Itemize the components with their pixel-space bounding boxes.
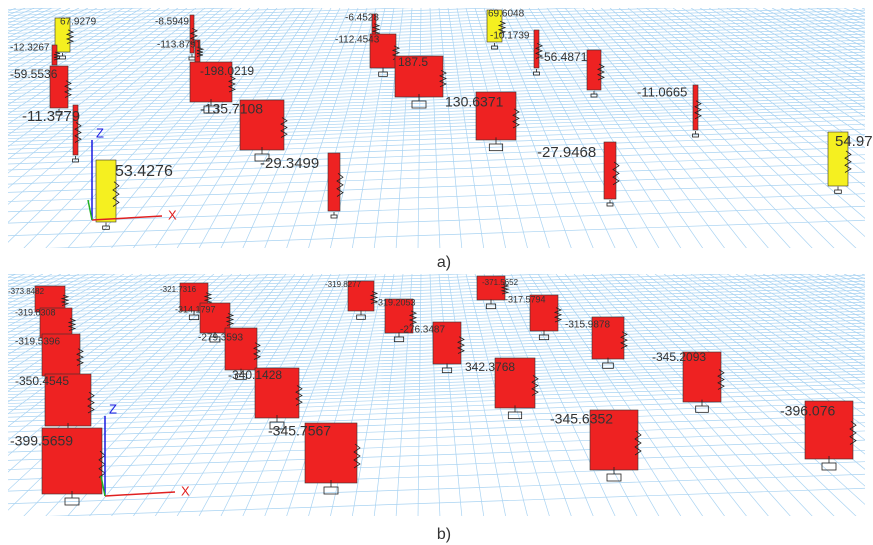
grid-line — [853, 274, 873, 518]
reaction-label: -319.2053 — [375, 297, 416, 307]
grid-line — [520, 8, 660, 250]
grid-line — [862, 274, 873, 518]
reaction-label: -113.8791 — [157, 40, 202, 51]
reaction-label: -198.0219 — [200, 64, 254, 78]
reaction-label: -371.5652 — [482, 278, 519, 287]
reaction-label: -8.5949 — [155, 17, 189, 28]
reaction-label: 53.4276 — [115, 163, 173, 180]
reaction-box — [96, 160, 116, 222]
reaction-label: -279.3593 — [198, 333, 243, 344]
grid-line — [0, 0, 873, 25]
grid-line — [754, 274, 873, 518]
grid-line — [673, 8, 873, 250]
grid-line — [808, 274, 873, 518]
grid-line — [592, 8, 836, 250]
grid — [0, 0, 873, 250]
grid-line — [0, 474, 873, 504]
support — [607, 474, 621, 481]
reaction-label: 187.5 — [398, 55, 428, 69]
caption: b) — [437, 526, 451, 543]
axis-label: X — [168, 207, 177, 222]
reaction-label: -135.7108 — [200, 101, 263, 117]
support — [508, 412, 521, 419]
reaction-label: -340.1428 — [228, 368, 282, 382]
support — [693, 134, 699, 137]
grid-line — [0, 274, 7, 518]
figure: 67.9279 -8.5949 -6.4528 69.6048 -12.3267 -113… — [0, 0, 873, 545]
reaction-label: -321.7316 — [160, 285, 197, 294]
reaction-label: 69.6048 — [488, 9, 525, 20]
reaction-label: -373.8482 — [8, 287, 45, 296]
grid-line — [0, 8, 7, 250]
reaction-label: -10.1739 — [490, 31, 530, 42]
axis-label: Z — [109, 401, 117, 416]
reaction-label: 130.6371 — [445, 94, 504, 110]
grid-line — [736, 8, 873, 250]
grid-line — [0, 129, 873, 159]
reaction-label: -319.8277 — [325, 280, 362, 289]
reaction-label: 54.97 — [835, 133, 873, 150]
grid-line — [0, 206, 873, 236]
reaction-label: -350.4545 — [15, 374, 69, 388]
reaction-label: -56.4871 — [540, 50, 588, 64]
reaction-label: -12.3267 — [10, 43, 50, 54]
grid-line — [790, 274, 873, 518]
grid-line — [0, 0, 873, 16]
grid-line — [448, 274, 484, 518]
grid-line — [0, 397, 873, 427]
reaction-label: -314.1797 — [175, 304, 216, 314]
reaction-label: -319.5396 — [15, 337, 60, 348]
reaction-label: 67.9279 — [60, 17, 97, 28]
grid-line — [0, 220, 873, 250]
support — [607, 203, 613, 206]
grid-line — [0, 384, 873, 414]
grid-line — [0, 488, 873, 518]
reaction-label: -276.3487 — [400, 325, 445, 336]
grid-line — [538, 8, 704, 250]
reaction-label: -6.4528 — [345, 13, 379, 24]
grid-line — [418, 274, 421, 518]
grid-line — [418, 8, 421, 250]
reaction-label: -345.2093 — [652, 350, 706, 364]
reaction-label: -112.4543 — [335, 35, 380, 46]
reaction-label: -11.3779 — [22, 108, 80, 125]
grid-line — [826, 274, 873, 518]
support — [331, 215, 337, 218]
grid-line — [439, 8, 462, 250]
axis-label: Z — [96, 125, 104, 140]
caption: a) — [437, 254, 451, 271]
grid-line — [682, 8, 873, 250]
reaction-label: -317.5794 — [505, 294, 546, 304]
x-axis — [105, 492, 175, 496]
grid-line — [430, 8, 440, 250]
grid — [0, 245, 873, 518]
reaction-label: -319.8308 — [15, 307, 56, 317]
grid-line — [655, 8, 873, 250]
grid-line — [0, 461, 873, 491]
reaction-label: -345.7567 — [268, 423, 331, 439]
grid-line — [547, 8, 726, 250]
support — [822, 463, 836, 470]
grid-line — [601, 274, 858, 518]
support — [412, 101, 426, 108]
reaction-label: -315.9878 — [565, 320, 610, 331]
reaction-label: -345.6352 — [550, 411, 613, 427]
grid-line — [754, 8, 873, 250]
axis-label: X — [181, 483, 190, 498]
reaction-label: -399.5659 — [10, 433, 73, 449]
reaction-label: -11.0665 — [637, 84, 687, 99]
support — [696, 406, 709, 412]
grid-line — [583, 8, 814, 250]
reaction-label: -396.076 — [780, 403, 835, 419]
reaction-label: 342.3768 — [465, 360, 515, 374]
reaction-label: -27.9468 — [537, 144, 596, 161]
reaction-label: -29.3499 — [260, 155, 319, 172]
reaction-label: -59.5536 — [10, 67, 58, 81]
